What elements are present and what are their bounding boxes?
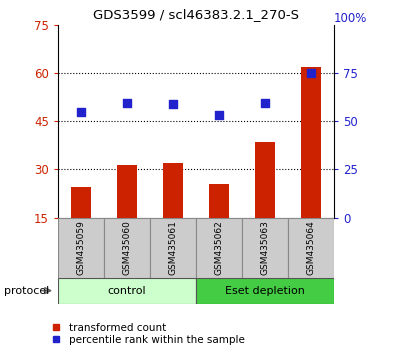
Bar <box>117 165 137 218</box>
Bar <box>58 278 196 304</box>
Point <box>124 100 130 106</box>
Title: GDS3599 / scl46383.2.1_270-S: GDS3599 / scl46383.2.1_270-S <box>93 8 299 21</box>
Text: Eset depletion: Eset depletion <box>225 286 305 296</box>
Bar <box>288 218 334 278</box>
Bar <box>209 184 229 218</box>
Bar <box>196 278 334 304</box>
Text: GSM435061: GSM435061 <box>168 220 178 275</box>
Bar <box>163 163 183 218</box>
Text: GSM435060: GSM435060 <box>122 220 132 275</box>
Bar <box>58 218 104 278</box>
Bar <box>104 218 150 278</box>
Text: control: control <box>108 286 146 296</box>
Bar <box>196 218 242 278</box>
Point <box>216 113 222 118</box>
Bar <box>255 142 275 218</box>
Text: GSM435063: GSM435063 <box>260 220 270 275</box>
Text: GSM435064: GSM435064 <box>306 221 316 275</box>
Text: protocol: protocol <box>4 286 49 296</box>
Bar <box>242 218 288 278</box>
Legend: transformed count, percentile rank within the sample: transformed count, percentile rank withi… <box>41 318 249 349</box>
Text: GSM435062: GSM435062 <box>214 221 224 275</box>
Point <box>170 101 176 107</box>
Text: GSM435059: GSM435059 <box>76 220 86 275</box>
Bar <box>301 67 321 218</box>
Bar <box>71 187 91 218</box>
Text: 100%: 100% <box>334 12 367 25</box>
Point <box>308 70 314 76</box>
Point <box>78 109 84 114</box>
Bar <box>150 218 196 278</box>
Point <box>262 100 268 106</box>
